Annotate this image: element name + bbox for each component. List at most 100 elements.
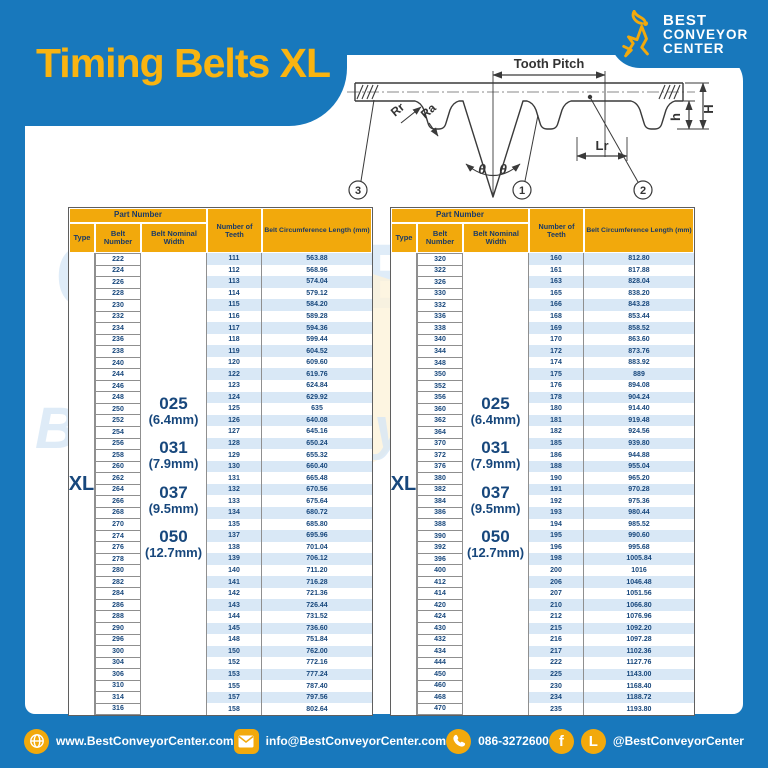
facebook-letter: f — [558, 732, 564, 750]
brand-line-3: CENTER — [663, 40, 725, 56]
table-cell: 563.88 — [262, 253, 372, 265]
footer-social-text: @BestConveyorCenter — [612, 734, 744, 748]
table-cell: 129 — [228, 451, 240, 459]
footer-phone[interactable]: 086-3272600 — [446, 728, 549, 754]
table-cell: 853.44 — [628, 313, 650, 320]
table-cell: 118 — [228, 336, 240, 344]
table-cell: 125 — [228, 405, 240, 413]
phone-icon — [446, 728, 472, 754]
table-cell: 955.04 — [584, 460, 694, 473]
table-cell: 1066.80 — [584, 599, 694, 611]
footer-website-text: www.BestConveyorCenter.com — [56, 734, 234, 748]
right-end-hatch-icon — [658, 84, 681, 100]
table-cell: 665.48 — [306, 474, 328, 482]
table-cell: 939.80 — [584, 437, 694, 450]
title-band: Timing Belts XL — [0, 0, 347, 126]
table-cell: 1188.72 — [584, 691, 694, 704]
footer-email[interactable]: info@BestConveyorCenter.com — [233, 728, 446, 754]
footer-bar: www.BestConveyorCenter.com info@BestConv… — [0, 714, 768, 768]
table-cell: 194 — [550, 520, 562, 528]
table-cell: 914.40 — [628, 405, 650, 413]
header-part-number: Part Number — [69, 208, 207, 223]
table-cell: 230 — [550, 682, 562, 690]
email-icon — [233, 728, 259, 754]
table-cell: 166 — [529, 299, 583, 311]
width-code: 037 — [159, 482, 188, 502]
table-cell: 655.32 — [306, 451, 328, 459]
table-cell: 222 — [550, 659, 562, 667]
table-cell: 206 — [529, 576, 583, 588]
table-cell: 1143.00 — [584, 668, 694, 681]
callout-3-circle — [348, 180, 368, 200]
belt-number-column: 320 322 326 330 332 336 338 340 344 348 350 352 356 3… — [417, 253, 463, 716]
globe-icon — [24, 728, 49, 754]
width-code: 025 — [159, 393, 188, 413]
table-cell: 828.04 — [584, 276, 694, 288]
table-cell: 148 — [228, 636, 240, 644]
table-cell: 191 — [529, 483, 583, 496]
footer-website[interactable]: www.BestConveyorCenter.com — [24, 728, 234, 754]
table-cell: 122 — [207, 368, 261, 381]
table-cell: 635 — [311, 405, 323, 413]
table-cell: 124 — [207, 391, 261, 404]
table-cell: 190 — [550, 474, 562, 482]
table-cell: 619.76 — [262, 368, 372, 381]
table-cell: 680.72 — [262, 507, 372, 519]
brand-line-1: BEST — [663, 11, 708, 29]
goat-logo-icon — [622, 10, 649, 58]
table-cell: 1127.76 — [626, 659, 652, 667]
table-cell: 944.88 — [628, 451, 650, 459]
teeth-column: 111 112 113 114 115 116 117 118 119 120 122 123 124 1… — [207, 253, 262, 715]
line-icon: L — [580, 728, 606, 754]
table-cell: 660.40 — [262, 460, 372, 473]
h-tooth-label: h — [668, 113, 683, 121]
table-cell: 144 — [228, 613, 240, 621]
table-cell: 140 — [228, 567, 240, 575]
table-cell: 731.52 — [306, 613, 328, 621]
table-cell: 980.44 — [584, 507, 694, 519]
table-cell: 1046.48 — [584, 576, 694, 588]
table-cell: 1005.84 — [584, 553, 694, 565]
facebook-icon: f — [548, 728, 574, 754]
table-cell: 579.12 — [306, 289, 328, 297]
table-cell: 883.92 — [628, 359, 650, 367]
table-cell: 217 — [529, 645, 583, 658]
table-cell: 114 — [228, 289, 240, 297]
table-cell: 777.24 — [262, 668, 372, 681]
table-cell: 172 — [529, 345, 583, 357]
callout-2-leader — [590, 98, 639, 183]
table-cell: 721.36 — [306, 590, 328, 598]
footer-social[interactable]: f L @BestConveyorCenter — [548, 728, 744, 754]
table-cell: 772.16 — [306, 659, 328, 667]
table-cell: 180 — [550, 405, 562, 413]
spec-table-left: Part Number Type Belt Number Belt Nomina… — [68, 207, 373, 716]
width-size: (12.7mm) — [466, 545, 525, 561]
table-cell: 266 — [95, 495, 141, 508]
callout-2-circle — [633, 180, 653, 200]
table-cell: 160 — [529, 253, 583, 265]
table-cell: 736.60 — [262, 622, 372, 635]
table-cell: 215 — [529, 622, 583, 635]
table-cell: 155 — [228, 682, 240, 690]
table-cell: 216 — [550, 636, 562, 644]
table-cell: 210 — [529, 599, 583, 611]
table-cell: 296 — [95, 633, 141, 647]
header-number-of-teeth: Number of Teeth — [529, 208, 584, 253]
table-cell: 965.20 — [628, 474, 650, 482]
table-cell: 650.24 — [262, 437, 372, 450]
table-cell: 316 — [95, 702, 141, 716]
table-cell: 1092.20 — [584, 622, 694, 635]
table-cell: 889 — [584, 368, 694, 381]
table-cell: 695.96 — [262, 530, 372, 542]
width-size: (7.9mm) — [470, 456, 521, 472]
circumference-column: 563.88 568.96 574.04 579.12 584.20 589.28 594.… — [262, 253, 372, 715]
width-code: 050 — [159, 527, 188, 547]
table-cell: 195 — [529, 530, 583, 542]
table-cell: 212 — [550, 613, 562, 621]
nominal-width-column: 025 (6.4mm) 031 (7.9mm) 037 (9.5mm) 050 (12.… — [141, 253, 207, 715]
table-cell: 711.20 — [306, 567, 328, 575]
teeth-column: 160 161 163 165 166 168 169 170 172 174 175 176 178 1… — [529, 253, 584, 715]
table-cell: 168 — [550, 313, 562, 320]
table-cell: 1016 — [631, 567, 647, 575]
